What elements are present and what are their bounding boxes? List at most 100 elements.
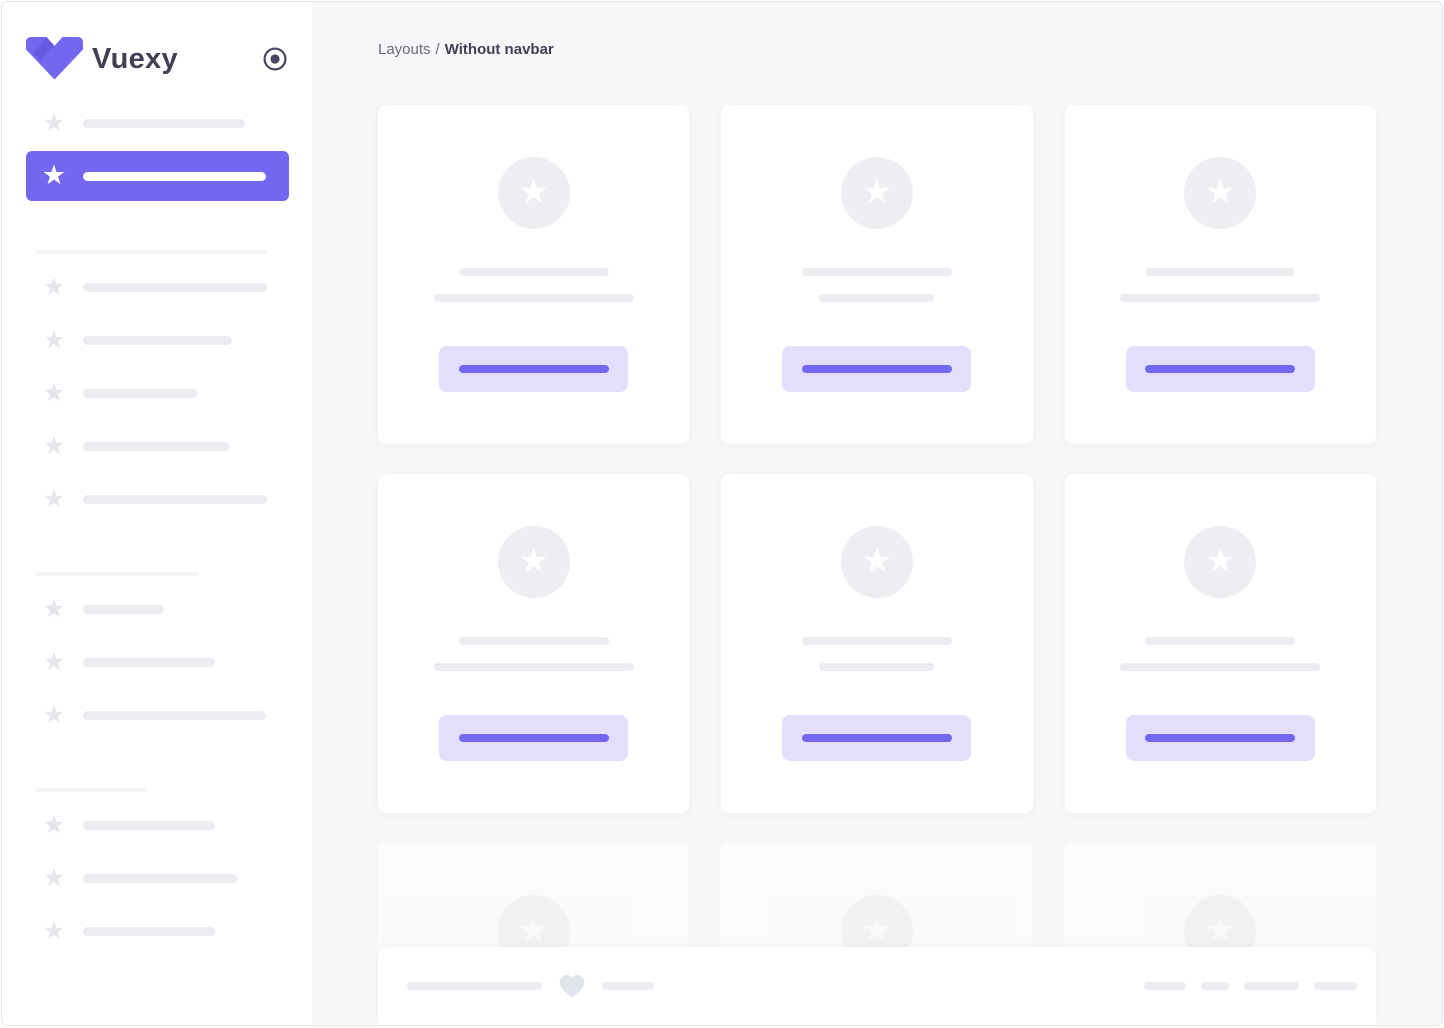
card-title-placeholder <box>1145 268 1296 276</box>
card-avatar: ★ <box>1184 526 1257 598</box>
sidebar-item-skeleton[interactable]: ★ <box>26 702 289 728</box>
card-subtitle-placeholder <box>819 663 935 671</box>
sidebar-item-label-placeholder <box>83 118 245 128</box>
card-avatar: ★ <box>840 157 913 229</box>
sidebar-item-label-placeholder <box>83 388 198 398</box>
card-action-button[interactable] <box>439 346 629 392</box>
breadcrumb-parent[interactable]: Layouts <box>378 41 431 58</box>
star-icon: ★ <box>518 541 549 581</box>
logo[interactable]: Vuexy <box>26 35 178 83</box>
sidebar-item-label-placeholder <box>83 335 232 345</box>
footer-right-group <box>1144 982 1357 990</box>
star-icon: ★ <box>42 108 66 137</box>
logo-text: Vuexy <box>92 43 178 75</box>
sidebar-item-label-placeholder <box>83 494 267 504</box>
footer-bar <box>378 947 1376 1025</box>
placeholder-card: ★ <box>721 474 1033 813</box>
sidebar-header: Vuexy <box>2 2 312 110</box>
sidebar-item-skeleton[interactable]: ★ <box>26 274 289 300</box>
sidebar-item-label-placeholder <box>83 441 230 451</box>
footer-left-group <box>407 973 654 999</box>
star-icon: ★ <box>861 172 893 212</box>
sidebar-nav: ★ ★ ★ ★ ★ ★ ★ ★ ★ ★ ★ ★ ★ <box>2 110 312 944</box>
sidebar: Vuexy ★ ★ ★ ★ ★ ★ ★ ★ ★ ★ ★ ★ ★ <box>2 2 312 1025</box>
sidebar-item-skeleton[interactable]: ★ <box>26 110 289 136</box>
sidebar-item-skeleton[interactable]: ★ <box>26 380 289 406</box>
card-subtitle-placeholder <box>1120 294 1321 302</box>
star-icon: ★ <box>42 325 66 354</box>
sidebar-item-label-placeholder <box>83 820 215 830</box>
sidebar-item-skeleton[interactable]: ★ <box>26 486 289 512</box>
sidebar-item-label-placeholder <box>83 171 266 181</box>
card-action-button[interactable] <box>1125 715 1315 761</box>
sidebar-item-skeleton[interactable]: ★ <box>26 812 289 838</box>
card-avatar: ★ <box>840 526 913 598</box>
placeholder-card: ★ <box>378 474 690 813</box>
sidebar-item-skeleton[interactable]: ★ <box>26 918 289 944</box>
card-title-placeholder <box>801 637 952 645</box>
heart-icon[interactable] <box>558 973 586 999</box>
breadcrumb-current: Without navbar <box>444 41 554 58</box>
cards-grid: ★ ★ ★ ★ ★ ★ ★ ★ ★ <box>378 105 1376 1025</box>
button-label-placeholder <box>458 365 609 373</box>
star-icon: ★ <box>42 272 66 301</box>
sidebar-item-label-placeholder <box>83 282 267 292</box>
card-subtitle-placeholder <box>819 294 935 302</box>
star-icon: ★ <box>42 594 66 623</box>
card-action-button[interactable] <box>782 715 972 761</box>
card-subtitle-placeholder <box>1120 663 1321 671</box>
placeholder-card: ★ <box>1064 105 1376 444</box>
sidebar-item-label-placeholder <box>83 926 215 936</box>
footer-text-placeholder <box>602 982 654 990</box>
sidebar-item-skeleton[interactable]: ★ <box>26 865 289 891</box>
star-icon: ★ <box>42 647 66 676</box>
card-subtitle-placeholder <box>433 663 634 671</box>
card-title-placeholder <box>1145 637 1296 645</box>
sidebar-item-skeleton[interactable]: ★ <box>26 649 289 675</box>
sidebar-item-active[interactable]: ★ <box>26 151 289 201</box>
star-icon: ★ <box>1205 172 1236 212</box>
footer-text-placeholder <box>1314 982 1357 990</box>
nav-section-divider <box>35 788 147 792</box>
card-title-placeholder <box>458 268 609 276</box>
star-icon: ★ <box>1205 541 1236 581</box>
placeholder-card: ★ <box>721 105 1033 444</box>
sidebar-item-skeleton[interactable]: ★ <box>26 596 289 622</box>
card-subtitle-placeholder <box>433 294 634 302</box>
sidebar-item-label-placeholder <box>83 657 215 667</box>
card-action-button[interactable] <box>782 346 972 392</box>
sidebar-item-skeleton[interactable]: ★ <box>26 433 289 459</box>
sidebar-item-label-placeholder <box>83 873 238 883</box>
card-action-button[interactable] <box>1125 346 1315 392</box>
card-title-placeholder <box>458 637 609 645</box>
placeholder-card: ★ <box>378 105 690 444</box>
sidebar-item-label-placeholder <box>83 604 164 614</box>
button-label-placeholder <box>801 734 952 742</box>
card-avatar: ★ <box>497 526 570 598</box>
button-label-placeholder <box>1145 365 1296 373</box>
button-label-placeholder <box>458 734 609 742</box>
star-icon: ★ <box>42 916 66 945</box>
card-avatar: ★ <box>1184 157 1257 229</box>
sidebar-item-label-placeholder <box>83 710 266 720</box>
star-icon: ★ <box>518 172 549 212</box>
sidebar-item-skeleton[interactable]: ★ <box>26 327 289 353</box>
star-icon: ★ <box>42 700 66 729</box>
star-icon: ★ <box>861 910 893 950</box>
radio-dot-icon[interactable] <box>262 46 288 72</box>
footer-text-placeholder <box>1201 982 1229 990</box>
star-icon: ★ <box>41 160 67 191</box>
star-icon: ★ <box>42 810 66 839</box>
nav-section-divider <box>35 572 198 576</box>
card-avatar: ★ <box>497 157 570 229</box>
main-content: Layouts / Without navbar ★ ★ ★ ★ ★ ★ ★ ★ ★ <box>312 2 1442 1025</box>
star-icon: ★ <box>42 431 66 460</box>
footer-text-placeholder <box>1244 982 1299 990</box>
vuexy-logo-icon <box>26 37 83 80</box>
card-action-button[interactable] <box>439 715 629 761</box>
footer-text-placeholder <box>407 982 542 990</box>
breadcrumb: Layouts / Without navbar <box>378 40 1376 60</box>
card-title-placeholder <box>801 268 952 276</box>
star-icon: ★ <box>518 910 549 950</box>
